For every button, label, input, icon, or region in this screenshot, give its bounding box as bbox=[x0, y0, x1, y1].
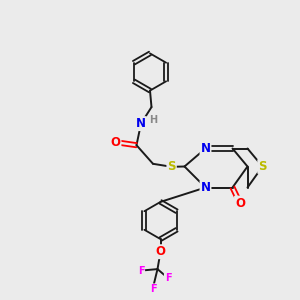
Text: F: F bbox=[150, 284, 156, 294]
Text: N: N bbox=[136, 117, 146, 130]
Text: N: N bbox=[200, 181, 211, 194]
Text: F: F bbox=[165, 273, 171, 283]
Text: O: O bbox=[110, 136, 121, 149]
Text: F: F bbox=[138, 266, 144, 276]
Text: S: S bbox=[167, 160, 176, 173]
Text: O: O bbox=[155, 245, 166, 258]
Text: S: S bbox=[258, 160, 267, 173]
Text: H: H bbox=[149, 115, 158, 125]
Text: N: N bbox=[200, 142, 211, 155]
Text: O: O bbox=[235, 196, 245, 210]
